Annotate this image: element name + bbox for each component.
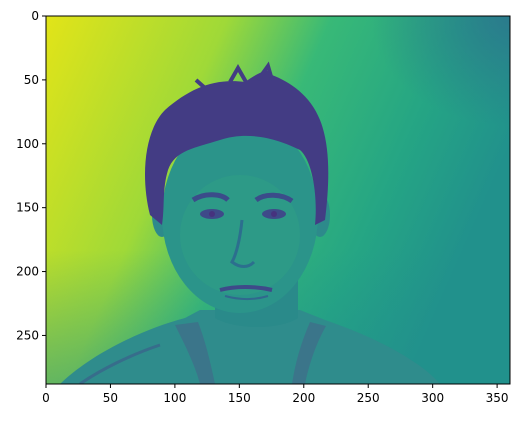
y-tick-label: 100 bbox=[16, 137, 39, 151]
axes-frame bbox=[45, 15, 511, 385]
y-tick-label: 250 bbox=[16, 328, 39, 342]
x-tick-label: 0 bbox=[42, 391, 50, 405]
x-axis: 0 50 100 150 200 250 300 350 bbox=[42, 384, 509, 405]
portrait-image bbox=[46, 16, 510, 384]
y-tick-label: 150 bbox=[16, 201, 39, 215]
y-tick-label: 200 bbox=[16, 265, 39, 279]
x-tick-label: 250 bbox=[357, 391, 380, 405]
y-axis: 0 50 100 150 200 250 bbox=[16, 9, 46, 342]
x-tick-label: 200 bbox=[292, 391, 315, 405]
x-tick-label: 350 bbox=[486, 391, 509, 405]
hair-shape bbox=[145, 70, 329, 225]
y-tick-label: 50 bbox=[24, 73, 39, 87]
shirt-shape bbox=[60, 310, 440, 384]
x-tick-label: 300 bbox=[421, 391, 444, 405]
x-tick-label: 50 bbox=[103, 391, 118, 405]
x-tick-label: 150 bbox=[228, 391, 251, 405]
y-tick-label: 0 bbox=[31, 9, 39, 23]
x-tick-label: 100 bbox=[163, 391, 186, 405]
